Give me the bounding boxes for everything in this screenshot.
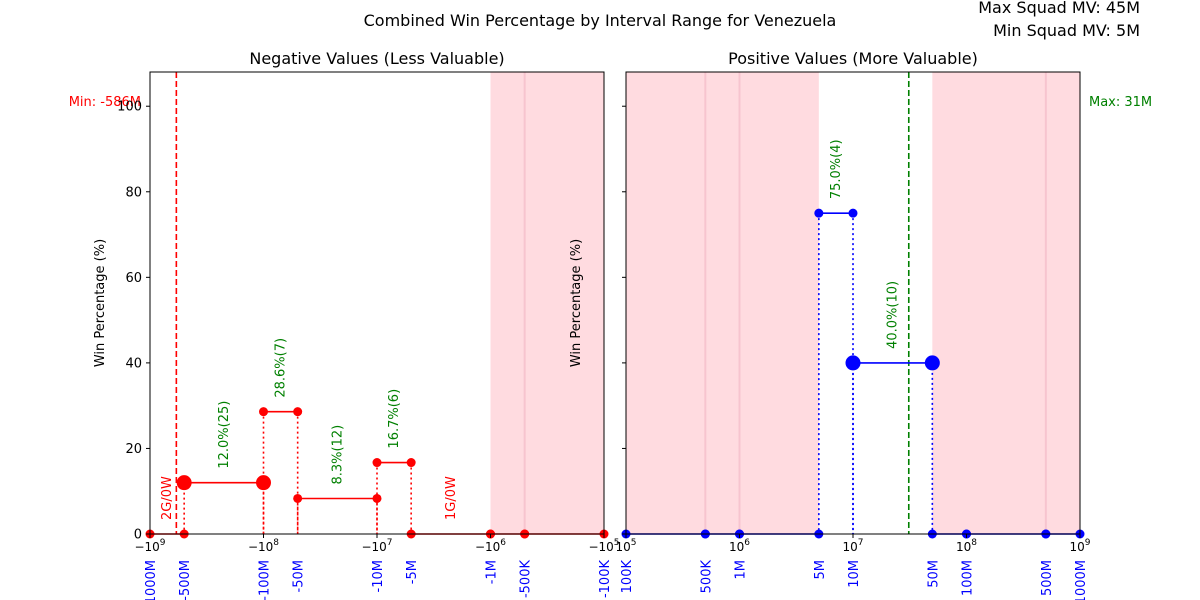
max-reference-label: Max: 31M: [1089, 95, 1152, 110]
neg-x-tick-label: −108: [248, 538, 279, 554]
min-squad-mv-label: Min Squad MV: 5M: [993, 21, 1140, 40]
neg-data-label: 2G/0W: [160, 476, 175, 520]
pos-interval-tick-label: 100K: [620, 560, 635, 594]
neg-interval-tick-label: -5M: [405, 560, 420, 584]
neg-interval-tick-label: -500M: [178, 560, 193, 600]
neg-interval-tick-label: -100M: [258, 560, 273, 600]
min-reference-label: Min: -586M: [69, 95, 141, 110]
pos-data-label: 75.0%(4): [829, 139, 844, 199]
pos-panel-title: Positive Values (More Valuable): [728, 49, 978, 68]
pos-interval-tick-label: 50M: [926, 560, 941, 588]
neg-x-tick-label: −106: [475, 538, 506, 554]
pos-x-tick-label: 105: [615, 538, 636, 554]
pos-x-tick-label: 107: [842, 538, 863, 554]
pos-data-point: [814, 208, 824, 218]
neg-y-tick-label: 0: [134, 528, 142, 543]
neg-y-tick-label: 80: [125, 185, 142, 200]
pos-y-axis-label: Win Percentage (%): [569, 239, 584, 367]
neg-data-point: [372, 458, 382, 468]
figure-suptitle: Combined Win Percentage by Interval Rang…: [364, 11, 837, 30]
neg-data-label: 12.0%(25): [217, 401, 232, 469]
max-squad-mv-label: Max Squad MV: 45M: [978, 0, 1140, 17]
positive-values-panel: Max: 31M 75.0%(4) 40.0%(10) Positive Values…: [569, 49, 1152, 600]
neg-data-label: 1G/0W: [444, 476, 459, 520]
pos-interval-tick-label: 5M: [813, 560, 828, 580]
neg-data-point: [176, 475, 192, 491]
neg-data-label: 16.7%(6): [387, 389, 402, 449]
neg-data-point: [293, 493, 303, 503]
pos-shaded-range: [626, 72, 819, 534]
neg-y-tick-label: 20: [125, 442, 142, 457]
neg-x-tick-label: −107: [361, 538, 392, 554]
neg-x-tick-label: −109: [134, 538, 165, 554]
pos-x-tick-label: 108: [956, 538, 977, 554]
neg-interval-tick-label: -1M: [485, 560, 500, 584]
pos-interval-tick-label: 500M: [1040, 560, 1055, 596]
neg-panel-title: Negative Values (Less Valuable): [249, 49, 504, 68]
neg-data-point: [259, 407, 268, 417]
neg-interval-tick-label: -10M: [371, 560, 386, 592]
neg-y-tick-label: 40: [125, 356, 142, 371]
neg-interval-tick-label: -500K: [519, 560, 534, 599]
pos-x-tick-label: 106: [729, 538, 750, 554]
pos-data-point: [848, 208, 858, 218]
pos-data-point: [845, 355, 861, 371]
neg-data-point: [406, 458, 416, 468]
pos-interval-tick-label: 100M: [961, 560, 976, 596]
neg-data-label: 8.3%(12): [330, 425, 345, 485]
neg-x-tick-label: −105: [588, 538, 619, 554]
pos-interval-tick-label: 10M: [847, 560, 862, 588]
neg-y-tick-label: 100: [117, 100, 142, 115]
pos-interval-tick-label: 500K: [699, 560, 714, 594]
neg-interval-tick-label: -100K: [598, 560, 613, 599]
neg-interval-tick-label: -50M: [292, 560, 307, 592]
pos-x-tick-label: 109: [1069, 538, 1090, 554]
neg-data-point: [293, 407, 303, 417]
negative-values-panel: Min: -586M 2G/0W 12.0%(25) 28.6%(7) 8.3%(12)…: [69, 49, 620, 600]
neg-shaded-range: [490, 72, 604, 534]
pos-data-label: 40.0%(10): [886, 281, 901, 349]
neg-data-label: 28.6%(7): [274, 338, 289, 398]
neg-y-axis-label: Win Percentage (%): [93, 239, 108, 367]
neg-y-tick-label: 60: [125, 271, 142, 286]
pos-interval-tick-label: 1M: [734, 560, 749, 580]
neg-interval-tick-label: -1000M: [144, 560, 159, 600]
pos-shaded-range: [932, 72, 1080, 534]
pos-data-point: [924, 355, 940, 371]
pos-interval-tick-label: 1000M: [1074, 560, 1089, 600]
